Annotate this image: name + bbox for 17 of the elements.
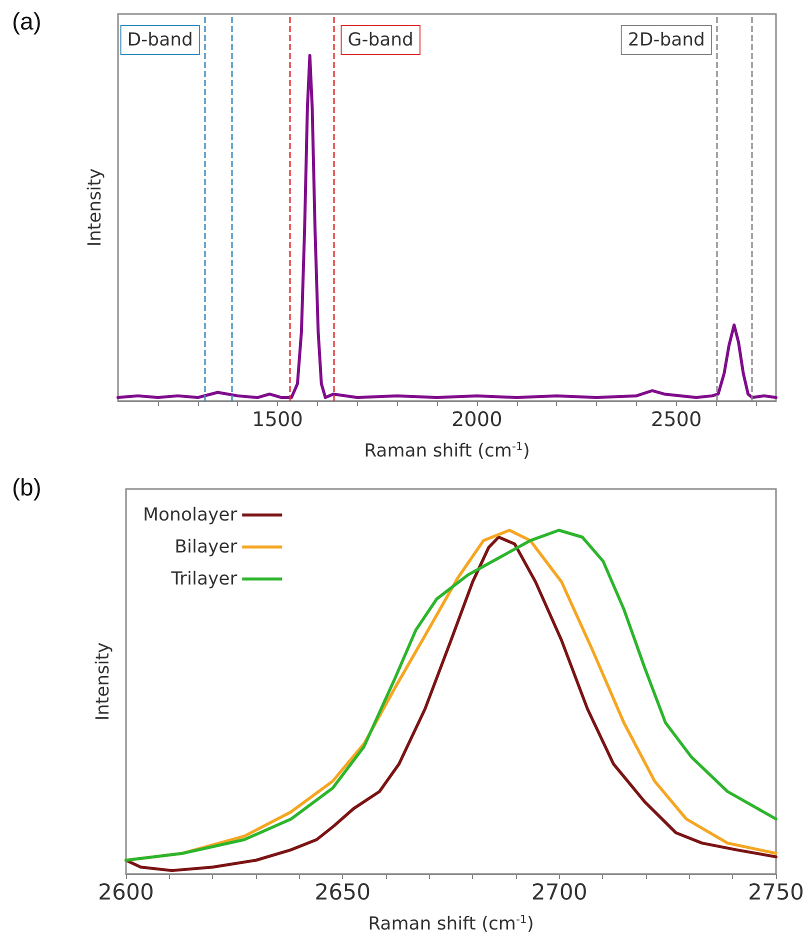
x-tick-label: 2500 — [650, 407, 702, 431]
text: (a) — [12, 8, 42, 36]
ref-line-label: D-band — [127, 30, 193, 50]
ref-line-label: G-band — [348, 30, 414, 50]
legend-label: Trilayer — [170, 568, 238, 590]
x-tick-label: 2650 — [314, 880, 371, 906]
ref-line-label: 2D-band — [628, 30, 705, 50]
text: (b) — [12, 474, 42, 502]
x-tick-label: 2000 — [451, 407, 502, 431]
y-axis-title: Intensity — [92, 642, 114, 721]
x-tick-label: 1500 — [252, 407, 303, 431]
legend-label: Bilayer — [174, 536, 238, 558]
x-tick-label: 2750 — [748, 880, 804, 906]
y-axis-title: Intensity — [84, 168, 106, 247]
x-tick-label: 2700 — [531, 880, 588, 906]
x-tick-label: 2600 — [98, 880, 154, 906]
legend-label: Monolayer — [142, 504, 238, 526]
